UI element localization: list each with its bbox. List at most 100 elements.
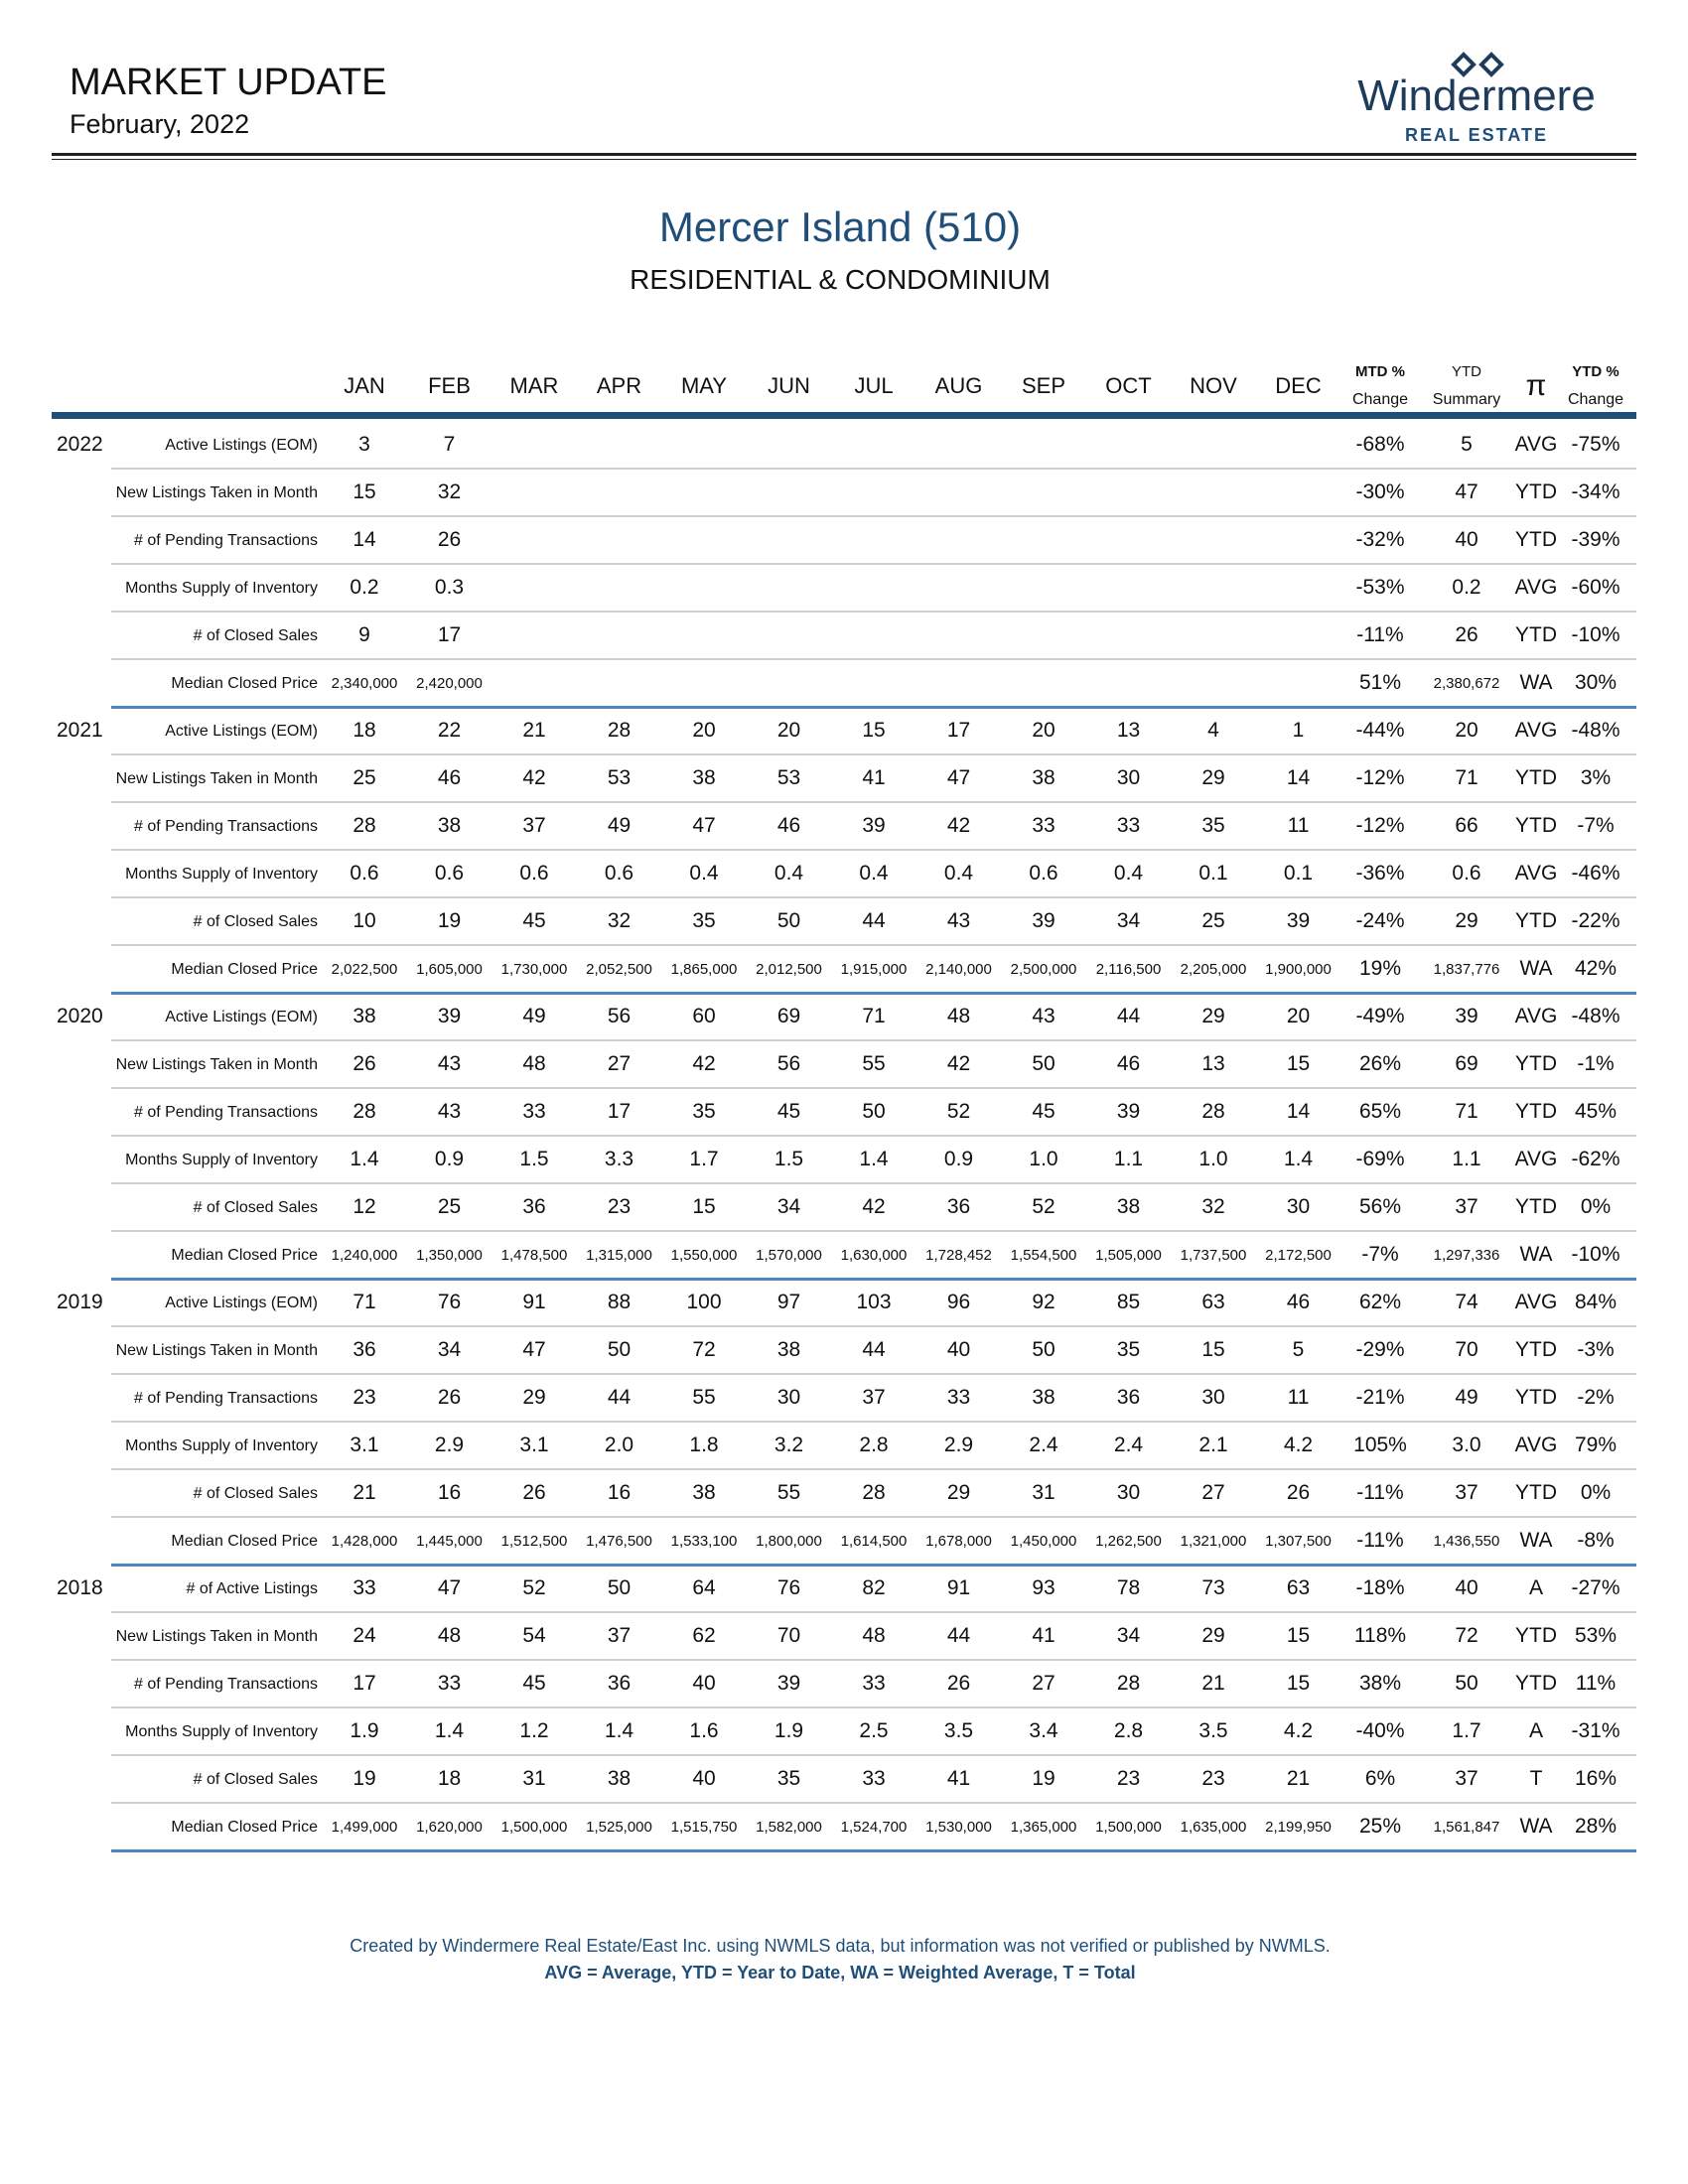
month-value: 7 (443, 433, 456, 456)
mtd-change: -68% (1355, 433, 1405, 456)
month-value: 63 (1286, 1576, 1311, 1599)
mtd-change: 25% (1358, 1815, 1402, 1838)
mtd-change: 65% (1358, 1100, 1402, 1123)
month-value: 23 (1116, 1767, 1141, 1790)
ytd-summary: 0.6 (1452, 862, 1481, 885)
month-header: MAR (509, 373, 559, 398)
row-label: Months Supply of Inventory (125, 866, 318, 883)
month-value: 1.6 (689, 1719, 719, 1742)
summary-header: π (1525, 369, 1547, 402)
mtd-change: -32% (1355, 528, 1405, 551)
month-value: 1,550,000 (670, 1247, 738, 1264)
ytd-change: -7% (1577, 814, 1615, 837)
row-label: # of Closed Sales (193, 1199, 318, 1216)
month-value: 32 (607, 909, 632, 932)
month-value: 3.5 (943, 1719, 974, 1742)
ytd-change: -46% (1571, 862, 1620, 885)
month-value: 1,524,700 (840, 1819, 908, 1836)
month-value: 38 (1116, 1195, 1141, 1218)
ytd-summary: 40 (1455, 528, 1478, 551)
month-value: 2.0 (604, 1433, 634, 1456)
month-value: 50 (607, 1576, 632, 1599)
row-rule (111, 849, 1636, 851)
ytd-summary: 71 (1455, 1100, 1478, 1123)
month-value: 23 (607, 1195, 632, 1218)
month-value: 16 (607, 1481, 632, 1504)
row-label: # of Closed Sales (193, 1771, 318, 1788)
month-value: 3.1 (519, 1433, 549, 1456)
month-value: 0.4 (774, 862, 804, 885)
summary-kind: YTD (1515, 1672, 1557, 1695)
month-value: 1,737,500 (1180, 1247, 1247, 1264)
month-value: 71 (862, 1005, 886, 1027)
ytd-change: 79% (1574, 1433, 1618, 1456)
month-value: 56 (776, 1052, 801, 1075)
month-value: 93 (1032, 1576, 1055, 1599)
month-value: 33 (1032, 814, 1055, 837)
month-value: 35 (692, 1100, 716, 1123)
month-value: 69 (776, 1005, 801, 1027)
month-value: 44 (607, 1386, 632, 1409)
month-value: 12 (352, 1195, 376, 1218)
ytd-summary: 2,380,672 (1433, 675, 1500, 692)
month-value: 35 (776, 1767, 801, 1790)
summary-kind: YTD (1515, 814, 1557, 837)
month-value: 27 (1201, 1481, 1225, 1504)
row-label: Median Closed Price (171, 961, 318, 978)
logo-tagline: REAL ESTATE (1404, 125, 1549, 145)
month-value: 3.3 (604, 1148, 634, 1170)
ytd-summary: 66 (1455, 814, 1478, 837)
month-value: 40 (692, 1672, 716, 1695)
month-value: 1.9 (774, 1719, 804, 1742)
month-value: 44 (1116, 1005, 1141, 1027)
mtd-change: 26% (1358, 1052, 1402, 1075)
month-value: 30 (1286, 1195, 1311, 1218)
month-value: 1,728,452 (925, 1247, 992, 1264)
month-value: 1.4 (859, 1148, 889, 1170)
row-label: # of Pending Transactions (133, 1676, 318, 1693)
month-value: 0.1 (1283, 862, 1314, 885)
month-value: 1,525,000 (586, 1819, 652, 1836)
ytd-change: 30% (1574, 671, 1618, 694)
footer-legend: AVG = Average, YTD = Year to Date, WA = … (544, 1963, 1136, 1982)
month-value: 45 (522, 909, 546, 932)
month-value: 43 (1032, 1005, 1055, 1027)
month-value: 91 (522, 1291, 546, 1313)
row-rule (111, 1421, 1636, 1423)
month-value: 39 (1032, 909, 1055, 932)
row-rule (111, 515, 1636, 517)
row-rule (111, 896, 1636, 898)
month-value: 13 (1201, 1052, 1225, 1075)
ytd-change: -31% (1571, 1719, 1620, 1742)
month-value: 1.7 (689, 1148, 719, 1170)
month-value: 0.6 (350, 862, 379, 885)
month-value: 19 (1032, 1767, 1055, 1790)
month-value: 64 (692, 1576, 716, 1599)
month-value: 1,533,100 (670, 1533, 738, 1550)
summary-kind: AVG (1514, 1291, 1558, 1313)
summary-header: MTD % (1355, 363, 1405, 380)
header-title: MARKET UPDATE (70, 62, 387, 103)
row-rule (111, 1516, 1636, 1518)
summary-kind: A (1528, 1576, 1544, 1599)
month-value: 31 (1032, 1481, 1055, 1504)
row-label: # of Pending Transactions (133, 532, 318, 549)
month-value: 21 (1201, 1672, 1225, 1695)
row-rule (111, 1039, 1636, 1041)
month-value: 43 (437, 1052, 462, 1075)
month-value: 42 (522, 766, 546, 789)
summary-kind: YTD (1515, 1481, 1557, 1504)
month-value: 2,172,500 (1265, 1247, 1332, 1264)
ytd-summary: 40 (1455, 1576, 1478, 1599)
mtd-change: 56% (1358, 1195, 1402, 1218)
month-header: DEC (1275, 373, 1322, 398)
month-value: 96 (946, 1291, 971, 1313)
mtd-change: -29% (1355, 1338, 1405, 1361)
month-value: 44 (946, 1624, 971, 1647)
month-header: AUG (934, 373, 983, 398)
month-value: 1.1 (1113, 1148, 1144, 1170)
mtd-change: -40% (1355, 1719, 1405, 1742)
month-value: 34 (1116, 1624, 1141, 1647)
row-label: Median Closed Price (171, 1819, 318, 1836)
month-value: 46 (776, 814, 801, 837)
